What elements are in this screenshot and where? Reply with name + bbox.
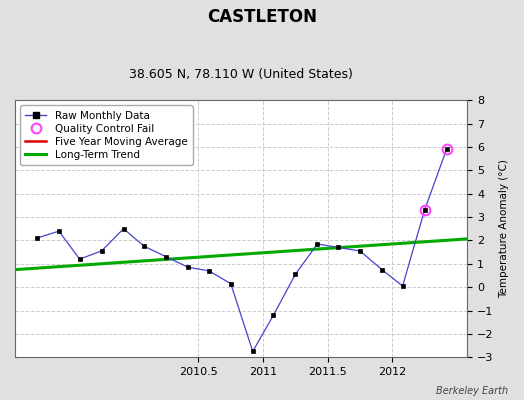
Text: CASTLETON: CASTLETON [207,8,317,26]
Text: Berkeley Earth: Berkeley Earth [436,386,508,396]
Legend: Raw Monthly Data, Quality Control Fail, Five Year Moving Average, Long-Term Tren: Raw Monthly Data, Quality Control Fail, … [20,106,192,165]
Title: 38.605 N, 78.110 W (United States): 38.605 N, 78.110 W (United States) [129,68,353,81]
Y-axis label: Temperature Anomaly (°C): Temperature Anomaly (°C) [499,159,509,298]
